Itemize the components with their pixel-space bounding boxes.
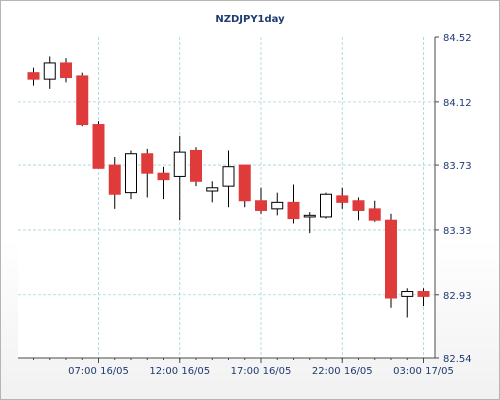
candle [238,164,251,208]
x-tick-label: 03:00 17/05 [393,366,454,377]
candle-body-up [320,193,332,218]
candle [352,197,365,221]
candle-body-down [92,124,105,169]
candle-body-up [303,214,316,218]
candle-body-down [368,208,381,221]
candle-body-up [43,62,56,80]
candles [27,56,430,318]
y-tick-label: 82.93 [443,291,472,302]
candle [173,135,186,221]
candle [287,184,300,224]
candle [271,192,284,216]
candle [27,67,40,86]
candle [385,213,397,308]
candle-body-up [401,291,414,297]
candle-body-down [157,172,170,181]
candle [125,150,137,200]
candle-body-up [271,201,284,210]
y-tick-label: 83.33 [443,226,472,237]
y-tick-label: 84.12 [443,98,472,109]
candle-body-down [108,164,121,195]
candle-body-up [222,166,235,187]
candle [206,181,219,203]
candle-body-down [287,201,300,220]
candle [92,121,105,169]
candle-body-down [60,62,72,79]
candle [43,56,56,89]
candle [336,187,349,209]
x-tick-label: 17:00 16/05 [231,366,292,377]
candle-body-down [141,153,154,174]
candle-body-down [417,291,430,297]
y-axis-ticks: 84.52 84.12 83.73 83.33 82.93 82.54 [435,33,472,365]
y-tick-label: 83.73 [443,161,472,172]
candle-body-down [255,200,267,211]
candle [108,156,121,209]
candle [368,200,381,222]
candle-body-down [352,200,365,211]
x-tick-label: 22:00 16/05 [312,366,373,377]
candle-body-down [238,164,251,202]
candle [417,288,430,307]
candle-body-down [190,149,202,182]
candle [401,288,414,318]
candle-body-down [27,72,40,80]
candle [157,166,170,200]
candle-body-up [206,187,219,192]
candle [190,147,202,187]
chart-title: NZDJPY1day [215,14,285,25]
candle-body-up [125,153,137,194]
candle [303,212,316,234]
x-axis-ticks: 07:00 16/05 12:00 16/05 17:00 16/05 22:00 1… [33,358,454,377]
candle-body-down [336,195,349,203]
candle [60,58,72,83]
candle-body-up [173,151,186,177]
candle [255,187,267,214]
x-tick-label: 12:00 16/05 [149,366,210,377]
candle-body-down [385,219,397,299]
candle [320,192,332,219]
y-tick-label: 82.54 [443,354,472,365]
candle [141,148,154,198]
x-tick-label: 07:00 16/05 [68,366,129,377]
candle [222,150,235,208]
y-tick-label: 84.52 [443,33,472,44]
candle-body-down [76,75,89,126]
candle [76,72,89,127]
